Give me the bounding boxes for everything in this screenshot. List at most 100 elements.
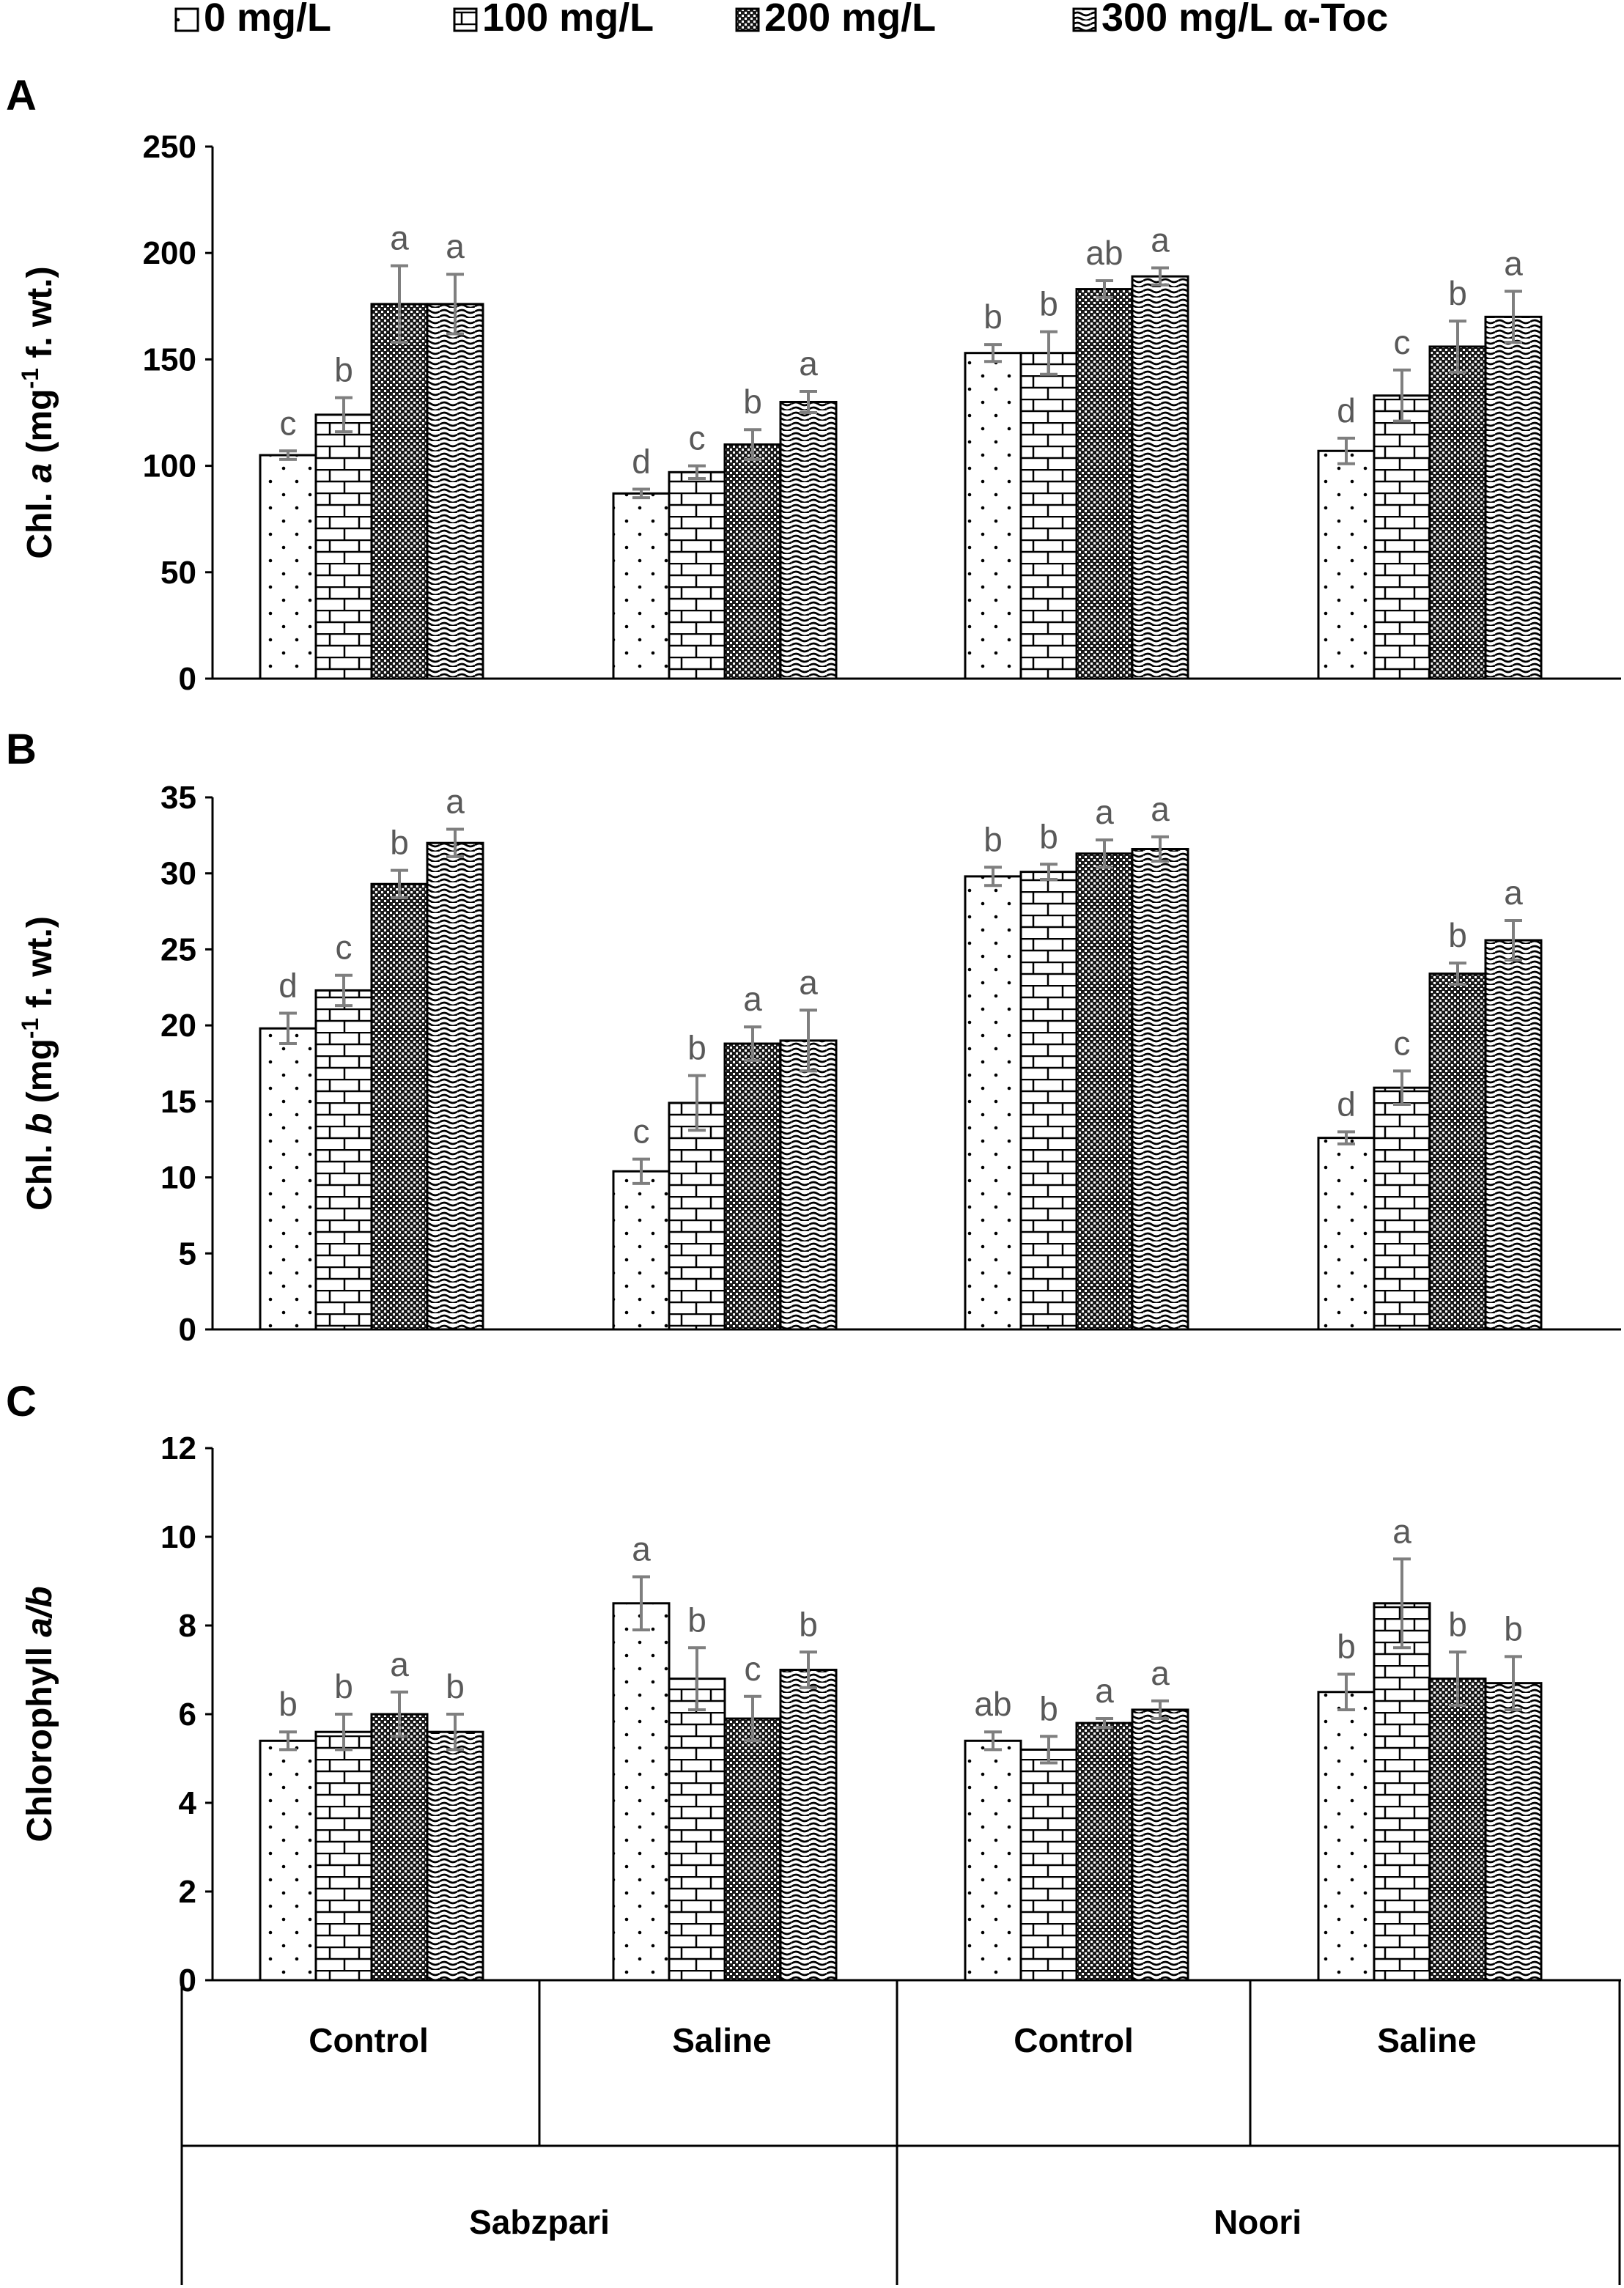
bar [1131,1708,1189,1982]
significance-letter: c [280,404,297,442]
category-label: Saline [1377,2021,1477,2059]
y-tick-label: 0 [179,1312,196,1348]
bar [1428,1678,1487,1982]
bar [314,413,373,680]
bar [1019,352,1078,680]
bar [1373,1602,1431,1982]
y-tick-label: 30 [160,856,196,892]
significance-letter: a [632,1529,651,1568]
significance-letter: b [278,1685,298,1723]
significance-letter: c [689,419,706,457]
significance-letter: a [1151,221,1170,259]
bar [723,443,782,680]
significance-letter: a [743,980,762,1018]
significance-letter: b [983,820,1003,858]
legend-item: 200 mg/L [735,0,936,40]
y-tick-label: 10 [160,1519,196,1555]
significance-letter: d [1337,1085,1356,1123]
bar [964,352,1022,680]
y-axis-label: Chlorophyll a/b [21,1586,59,1842]
significance-letter: a [390,219,409,257]
significance-letter: b [1039,817,1058,855]
panel-letter: A [6,72,37,119]
y-tick-label: 0 [179,661,196,697]
significance-letter: b [799,1605,818,1643]
significance-letter: b [1039,1689,1058,1727]
bar [259,454,317,680]
significance-letter: a [390,1645,409,1683]
legend-label: 100 mg/L [482,0,654,40]
significance-letter: c [745,1650,761,1688]
significance-letter: b [334,1667,353,1705]
bar [723,1717,782,1982]
bar [1428,973,1487,1331]
y-tick-label: 6 [179,1697,196,1732]
legend-label: 200 mg/L [764,0,936,40]
significance-letter: a [1095,1672,1114,1710]
bar [964,875,1022,1331]
y-tick-label: 5 [179,1236,196,1272]
bar [1075,852,1134,1331]
y-tick-label: 250 [143,129,196,165]
y-tick-label: 10 [160,1160,196,1196]
significance-letter: c [336,929,353,967]
y-tick-label: 200 [143,235,196,271]
bar [314,1730,373,1982]
bar [1075,1721,1134,1982]
bar [426,841,484,1331]
significance-letter: d [632,443,651,481]
significance-letter: c [1394,1024,1411,1062]
significance-letter: c [633,1112,650,1151]
significance-letter: b [687,1029,706,1067]
bar [314,989,373,1331]
significance-letter: ab [1085,234,1123,272]
y-axis-label: Chl. a (mg-1 f. wt.) [17,266,59,558]
y-axis-label-part: -1 [17,1018,43,1038]
significance-letter: b [687,1601,706,1639]
y-tick-label: 8 [179,1608,196,1644]
y-tick-label: 100 [143,449,196,484]
bar [668,1101,726,1331]
legend-swatch [453,7,478,32]
bar [370,303,429,680]
bar [370,1713,429,1982]
significance-letter: a [1151,1654,1170,1692]
significance-letter: a [1151,790,1170,828]
significance-letter: b [1448,916,1467,954]
y-tick-label: 2 [179,1874,196,1910]
y-tick-label: 150 [143,342,196,377]
significance-letter: b [446,1667,465,1705]
bar [964,1739,1022,1982]
bar [426,1730,484,1982]
bar [723,1042,782,1331]
y-axis-label-part: a [21,463,59,483]
significance-letter: d [1337,391,1356,429]
y-axis-label-part: (mg [21,1038,59,1112]
bar [1317,449,1376,680]
category-label: Control [1014,2021,1134,2059]
y-tick-label: 25 [160,931,196,967]
panel-letter: B [6,726,37,773]
y-axis-label: Chl. b (mg-1 f. wt.) [17,916,59,1211]
significance-letter: a [799,963,818,1001]
bar [1484,939,1543,1331]
legend: 0 mg/L 100 mg/L 200 mg/L 300 mg/L α-Toc [174,0,1388,40]
y-tick-label: 35 [160,780,196,816]
group-label: Sabzpari [469,2203,610,2241]
legend-label: 0 mg/L [204,0,331,40]
significance-letter: a [799,344,818,383]
bar [1131,848,1189,1331]
y-tick-label: 20 [160,1008,196,1044]
significance-letter: b [1039,285,1058,323]
legend-item: 100 mg/L [453,0,654,40]
y-axis-label-part: Chl. [21,1134,59,1211]
bar [1075,288,1134,680]
significance-letter: a [1392,1512,1411,1550]
significance-letter: d [278,967,298,1005]
y-axis-label-part: b [21,1113,59,1134]
